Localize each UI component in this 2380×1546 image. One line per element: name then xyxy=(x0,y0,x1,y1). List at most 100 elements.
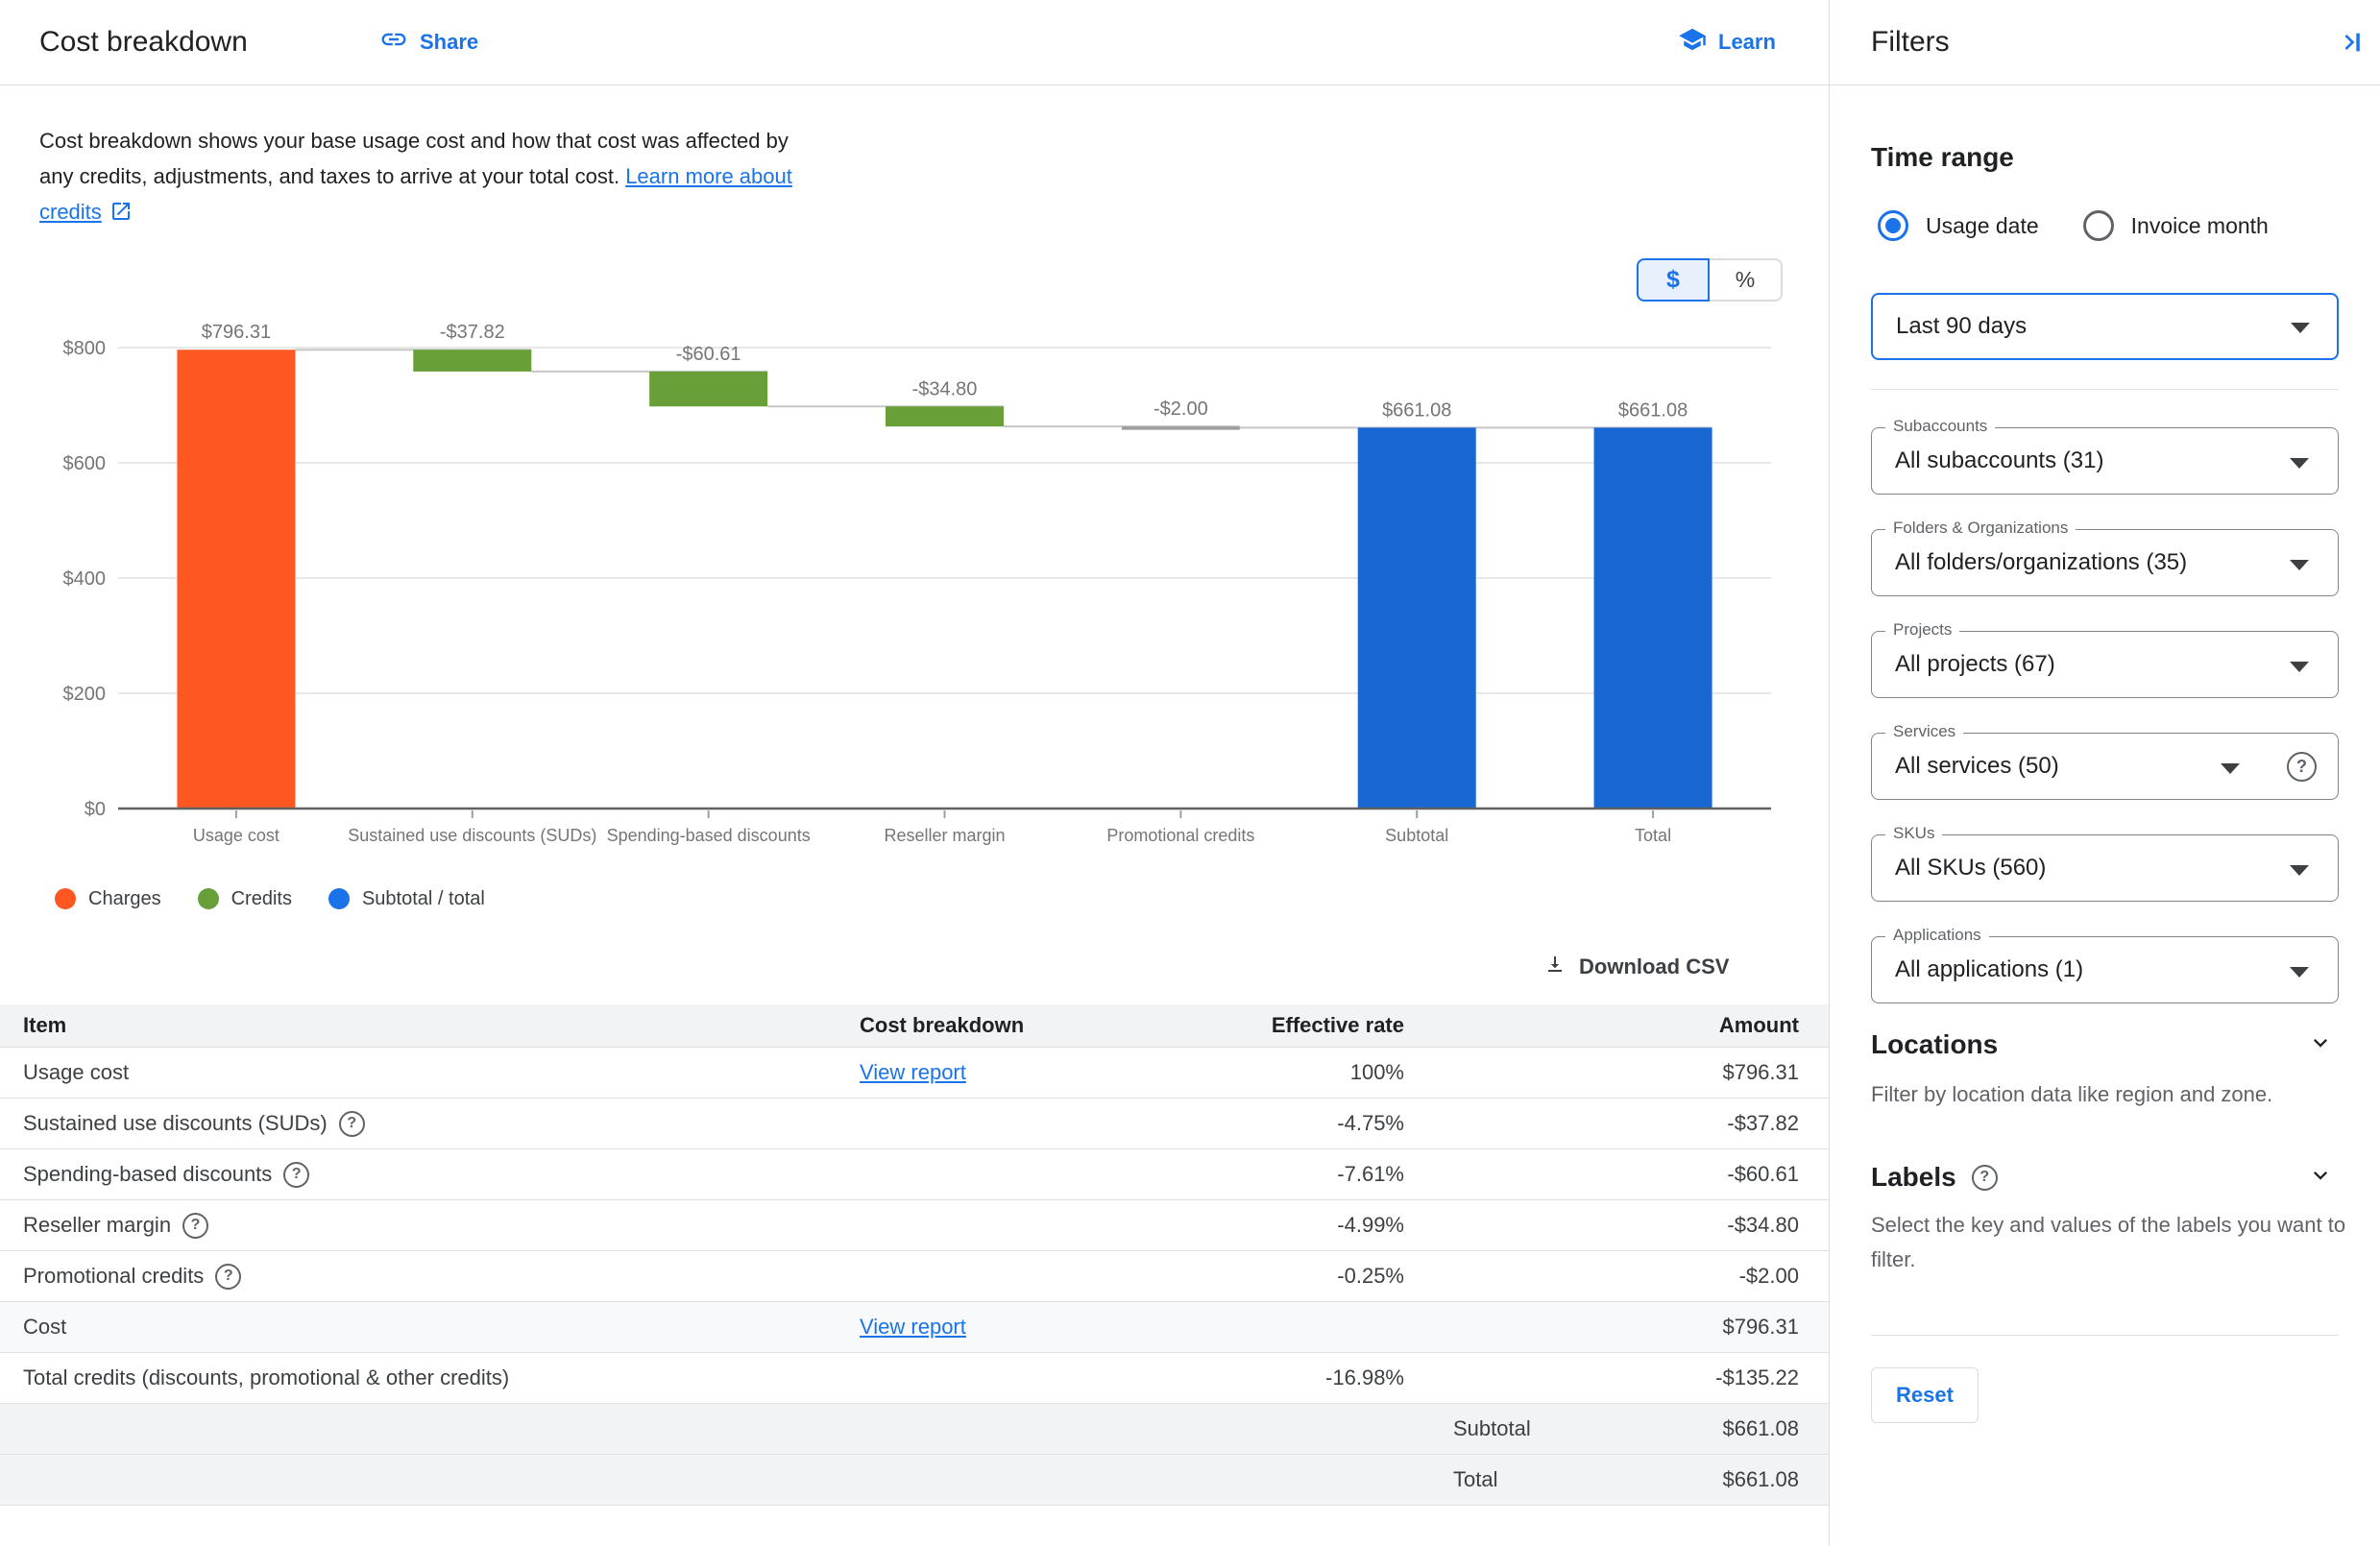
dropdown-caret-icon xyxy=(2290,662,2309,672)
svg-text:-$2.00: -$2.00 xyxy=(1154,399,1208,420)
services-dropdown[interactable]: Services All services (50) ? xyxy=(1871,722,2339,800)
services-help-icon[interactable]: ? xyxy=(2287,752,2317,782)
labels-help-icon[interactable]: ? xyxy=(1971,1164,1998,1191)
credits-dot-icon xyxy=(197,888,219,909)
folders-organizations-dropdown[interactable]: Folders & Organizations All folders/orga… xyxy=(1871,519,2339,596)
subtotal-total-dot-icon xyxy=(328,888,350,909)
table-row-total-credits: Total credits (discounts, promotional & … xyxy=(0,1353,1829,1404)
help-icon[interactable]: ? xyxy=(338,1110,365,1137)
page-title: Cost breakdown xyxy=(39,26,248,58)
svg-text:$600: $600 xyxy=(63,453,107,474)
dropdown-caret-icon xyxy=(2291,323,2310,333)
dropdown-caret-icon xyxy=(2290,458,2309,469)
svg-text:Total: Total xyxy=(1635,826,1671,845)
description-line-1: Cost breakdown shows your base usage cos… xyxy=(39,129,789,153)
chevron-down-icon[interactable] xyxy=(2307,1162,2334,1189)
svg-text:$200: $200 xyxy=(63,684,107,705)
divider xyxy=(1871,389,2339,390)
dropdown-caret-icon xyxy=(2290,560,2309,570)
table-row-usage-cost: Usage cost View report 100% $796.31 xyxy=(0,1048,1829,1099)
bar-usage-cost[interactable] xyxy=(177,350,296,809)
svg-text:-$37.82: -$37.82 xyxy=(440,322,505,343)
bar-sustained-use-discounts-suds-[interactable] xyxy=(413,350,532,372)
time-range-radio-group: Usage date Invoice month xyxy=(1878,210,2313,241)
charges-dot-icon xyxy=(55,888,76,909)
legend-item-charges[interactable]: Charges xyxy=(55,888,161,910)
help-icon[interactable]: ? xyxy=(283,1161,310,1188)
labels-description: Select the key and values of the labels … xyxy=(1871,1213,2346,1271)
svg-text:$661.08: $661.08 xyxy=(1618,399,1688,421)
svg-text:$796.31: $796.31 xyxy=(202,322,271,343)
usage-date-label: Usage date xyxy=(1926,212,2039,238)
time-range-select[interactable]: Last 90 days xyxy=(1871,293,2339,360)
table-header-row: Item Cost breakdown Effective rate Amoun… xyxy=(0,1004,1829,1048)
svg-text:Promotional credits: Promotional credits xyxy=(1106,826,1254,845)
svg-text:Usage cost: Usage cost xyxy=(193,826,279,845)
view-report-link[interactable]: View report xyxy=(860,1315,966,1339)
help-icon[interactable]: ? xyxy=(215,1263,242,1290)
filters-title: Filters xyxy=(1871,26,1950,58)
bar-promotional-credits[interactable] xyxy=(1121,426,1240,430)
svg-text:$0: $0 xyxy=(85,799,106,820)
bar-subtotal[interactable] xyxy=(1357,427,1476,809)
page-description: Cost breakdown shows your base usage cos… xyxy=(39,123,792,229)
svg-text:$400: $400 xyxy=(63,568,107,590)
bar-total[interactable] xyxy=(1593,427,1712,809)
labels-section-header[interactable]: Labels ? xyxy=(1871,1162,1998,1193)
col-effective-rate: Effective rate xyxy=(1271,1013,1404,1037)
table-row-promotional-credits: Promotional credits? -0.25% -$2.00 xyxy=(0,1251,1829,1302)
chart-legend: Charges Credits Subtotal / total xyxy=(55,882,485,916)
share-button[interactable]: Share xyxy=(379,0,478,85)
percent-toggle-button[interactable]: % xyxy=(1710,258,1783,302)
chevron-down-icon[interactable] xyxy=(2307,1029,2334,1056)
bar-spending-based-discounts[interactable] xyxy=(649,371,768,407)
learn-button[interactable]: Learn xyxy=(1678,0,1776,85)
locations-section-header[interactable]: Locations xyxy=(1871,1029,1999,1059)
share-label: Share xyxy=(420,30,479,54)
dollar-toggle-button[interactable]: $ xyxy=(1637,258,1710,302)
cost-waterfall-chart: $0 $200 $400 $600 $800 $796.31 -$37.82 -$60.61 -… xyxy=(63,322,1771,845)
reset-button[interactable]: Reset xyxy=(1871,1367,1979,1423)
divider xyxy=(1871,1335,2339,1336)
subaccounts-dropdown[interactable]: Subaccounts All subaccounts (31) xyxy=(1871,417,2339,495)
link-icon xyxy=(379,25,408,60)
view-report-link[interactable]: View report xyxy=(860,1060,966,1084)
col-item: Item xyxy=(23,1013,67,1037)
table-row-subtotal: Subtotal $661.08 xyxy=(0,1404,1829,1455)
collapse-panel-icon[interactable] xyxy=(2334,27,2365,58)
svg-text:Reseller margin: Reseller margin xyxy=(884,826,1005,845)
legend-item-credits[interactable]: Credits xyxy=(197,888,292,910)
table-row-reseller-margin: Reseller margin? -4.99% -$34.80 xyxy=(0,1200,1829,1251)
svg-text:$661.08: $661.08 xyxy=(1382,399,1451,421)
main-header: Cost breakdown Share Learn xyxy=(0,0,1829,85)
dropdown-caret-icon xyxy=(2290,865,2309,876)
invoice-month-label: Invoice month xyxy=(2130,212,2269,238)
bar-reseller-margin[interactable] xyxy=(886,406,1004,427)
learn-label: Learn xyxy=(1718,30,1776,54)
projects-dropdown[interactable]: Projects All projects (67) xyxy=(1871,620,2339,698)
unit-toggle: $ % xyxy=(1637,258,1783,302)
invoice-month-radio[interactable] xyxy=(2082,210,2114,241)
table-row-spending-discounts: Spending-based discounts? -7.61% -$60.61 xyxy=(0,1149,1829,1200)
table-row-total: Total $661.08 xyxy=(0,1455,1829,1506)
svg-text:Spending-based discounts: Spending-based discounts xyxy=(607,826,811,845)
download-csv-button[interactable]: Download CSV xyxy=(1543,953,1729,981)
skus-dropdown[interactable]: SKUs All SKUs (560) xyxy=(1871,824,2339,902)
filters-header: Filters xyxy=(1830,0,2380,85)
legend-item-subtotal-total[interactable]: Subtotal / total xyxy=(328,888,485,910)
download-icon xyxy=(1543,953,1566,981)
applications-dropdown[interactable]: Applications All applications (1) xyxy=(1871,926,2339,1003)
learn-more-link-credits[interactable]: credits xyxy=(39,200,102,224)
svg-text:Sustained use discounts (SUDs): Sustained use discounts (SUDs) xyxy=(348,826,596,845)
time-range-heading: Time range xyxy=(1871,142,2014,172)
description-line-3: credits xyxy=(39,194,792,229)
svg-text:$800: $800 xyxy=(63,338,107,359)
col-cost-breakdown: Cost breakdown xyxy=(860,1013,1025,1037)
learn-more-link[interactable]: Learn more about xyxy=(625,164,792,188)
svg-text:-$60.61: -$60.61 xyxy=(676,344,741,365)
cost-breakdown-table: Item Cost breakdown Effective rate Amoun… xyxy=(0,1004,1829,1506)
help-icon[interactable]: ? xyxy=(182,1212,209,1239)
table-row-suds: Sustained use discounts (SUDs)? -4.75% -… xyxy=(0,1099,1829,1149)
svg-text:Subtotal: Subtotal xyxy=(1385,826,1448,845)
usage-date-radio[interactable] xyxy=(1878,210,1908,241)
